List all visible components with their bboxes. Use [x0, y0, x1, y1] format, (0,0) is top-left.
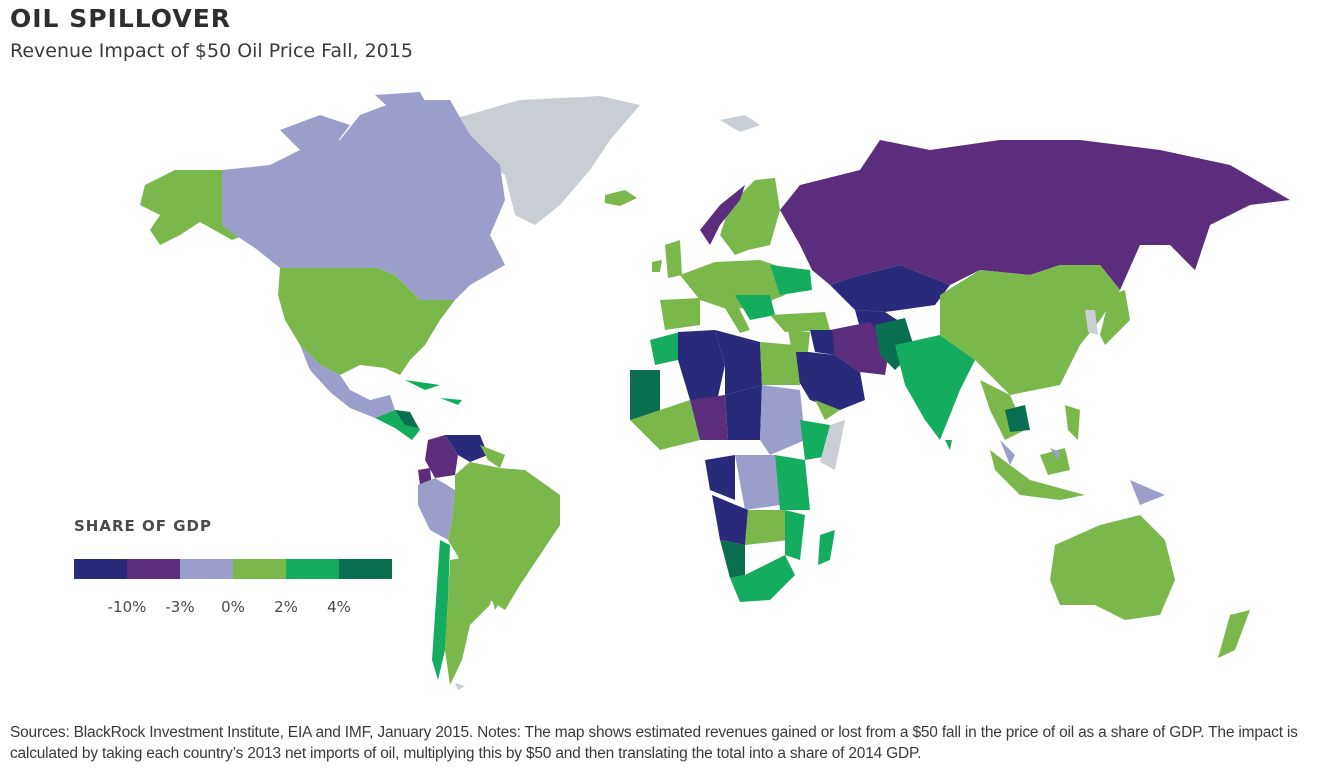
region-kamchatka — [1180, 225, 1210, 270]
region-angola — [712, 495, 748, 545]
legend-swatch-6 — [339, 559, 392, 579]
region-cuba — [405, 380, 440, 390]
region-south-africa — [730, 555, 795, 602]
source-notes: Sources: BlackRock Investment Institute,… — [10, 724, 1298, 762]
region-russia — [780, 140, 1290, 290]
region-japan — [1100, 290, 1130, 345]
region-congo — [705, 455, 735, 500]
region-chad — [725, 385, 762, 440]
legend-color-scale — [74, 559, 392, 579]
region-scandinavia — [720, 178, 780, 255]
region-iraq — [810, 330, 835, 355]
legend-title: SHARE OF GDP — [74, 517, 212, 535]
region-canada-islands — [280, 92, 430, 150]
world-choropleth-map — [140, 92, 1290, 690]
region-east-africa — [775, 455, 810, 510]
region-morocco — [650, 332, 680, 365]
legend-tick: 2% — [274, 598, 298, 616]
region-korea — [1085, 310, 1098, 335]
region-drc — [735, 455, 780, 510]
region-borneo — [1040, 448, 1070, 475]
region-sudan — [760, 385, 805, 455]
region-philippines — [1065, 405, 1080, 440]
region-iberia — [660, 298, 700, 330]
region-kazakhstan — [830, 265, 950, 312]
region-uruguay — [490, 590, 502, 610]
region-iceland — [605, 190, 637, 206]
region-nigeria — [690, 395, 728, 440]
region-brunei — [1050, 448, 1060, 460]
region-libya — [715, 330, 762, 395]
region-somalia — [820, 420, 845, 470]
region-iran — [830, 322, 890, 375]
region-sri-lanka — [945, 440, 952, 450]
region-turkey — [770, 312, 830, 332]
region-nicaragua — [395, 410, 418, 428]
region-egypt — [760, 342, 800, 385]
map-subtitle: Revenue Impact of $50 Oil Price Fall, 20… — [10, 40, 413, 62]
region-india — [895, 335, 975, 440]
legend-swatch-2 — [127, 559, 180, 579]
region-yemen — [815, 400, 840, 420]
region-zambia-zim — [745, 510, 790, 545]
legend-swatch-5 — [286, 559, 339, 579]
region-algeria — [678, 330, 725, 410]
region-peru — [418, 478, 455, 540]
legend-tick: 4% — [327, 598, 351, 616]
legend-swatch-4 — [233, 559, 286, 579]
legend-tick: -10% — [107, 598, 147, 616]
region-madagascar — [818, 530, 835, 565]
region-namibia — [720, 540, 745, 578]
region-saudi-arabia — [790, 350, 865, 410]
region-west-africa — [630, 400, 700, 450]
region-china — [940, 265, 1120, 395]
map-title: OIL SPILLOVER — [10, 4, 232, 33]
region-norway-oil — [700, 185, 745, 245]
region-greenland — [450, 96, 640, 225]
region-caribbean — [440, 398, 462, 405]
region-svalbard — [720, 115, 760, 132]
region-argentina — [445, 555, 495, 685]
region-malaysia — [1000, 440, 1015, 465]
region-mexico — [300, 345, 395, 418]
legend-tick-labels: -10% -3% 0% 2% 4% — [0, 598, 420, 620]
region-canada — [222, 100, 505, 300]
region-colombia — [425, 435, 458, 478]
region-mozambique — [785, 510, 805, 560]
region-papua — [1130, 480, 1165, 505]
region-ukraine — [770, 265, 812, 295]
legend-tick: -3% — [165, 598, 195, 616]
region-italy — [720, 300, 750, 333]
region-venezuela — [445, 435, 488, 462]
region-indonesia — [990, 450, 1085, 500]
region-australia — [1050, 515, 1175, 620]
region-falklands — [455, 683, 465, 690]
region-bolivia — [448, 520, 478, 560]
region-usa — [278, 268, 455, 375]
legend-swatch-3 — [180, 559, 233, 579]
region-balkans — [735, 295, 775, 320]
region-thailand — [1005, 405, 1030, 432]
legend-swatch-1 — [74, 559, 127, 579]
region-uk — [665, 240, 682, 278]
region-guianas — [480, 445, 505, 468]
region-chile — [432, 540, 450, 680]
region-ireland — [652, 260, 662, 272]
region-mauritania — [630, 370, 660, 425]
region-alaska — [140, 170, 245, 245]
region-new-zealand — [1218, 610, 1250, 658]
legend-tick: 0% — [221, 598, 245, 616]
